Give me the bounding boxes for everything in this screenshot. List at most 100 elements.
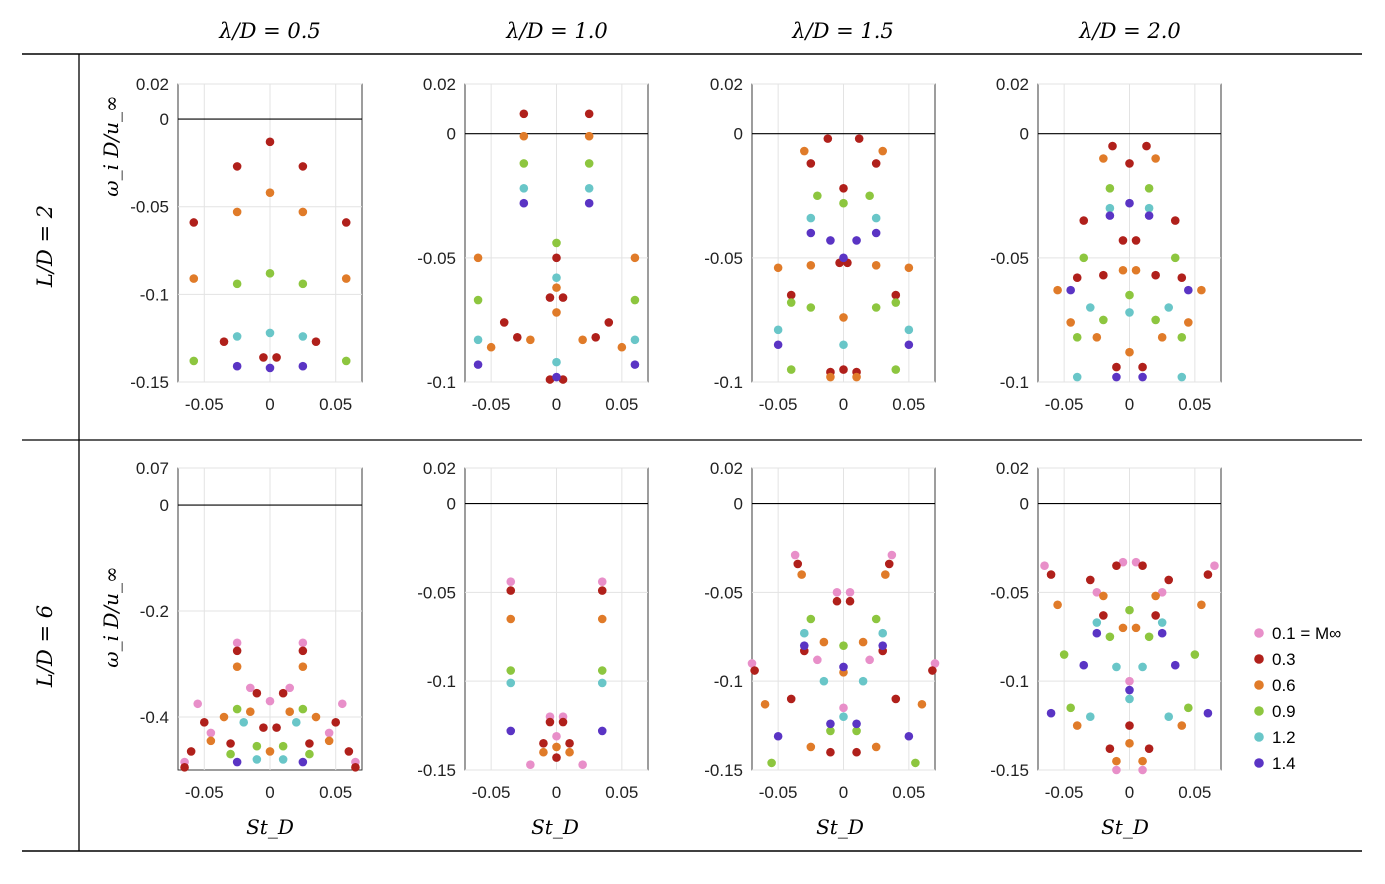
data-point xyxy=(884,559,894,569)
data-point xyxy=(526,335,535,345)
x-tick-label: 0.05 xyxy=(319,783,352,802)
data-point xyxy=(578,760,587,769)
data-point xyxy=(1177,333,1187,342)
data-point xyxy=(558,293,568,302)
data-point xyxy=(871,742,881,752)
data-point xyxy=(904,731,914,741)
series-1.4 xyxy=(1046,628,1213,718)
subplot-3: -0.05 0 0.05 0.02 0 -0.05 -0.1 xyxy=(990,75,1222,414)
legend-label: 1.4 xyxy=(1272,754,1296,773)
series-0.3 xyxy=(180,646,360,772)
data-point xyxy=(839,253,848,263)
y-tick-label: 0 xyxy=(447,125,456,144)
data-point xyxy=(232,704,242,714)
data-point xyxy=(259,723,268,732)
data-point xyxy=(298,757,308,767)
data-point xyxy=(232,207,242,217)
data-point xyxy=(337,699,347,709)
data-point xyxy=(252,741,262,751)
series-0.3 xyxy=(786,134,901,377)
data-point xyxy=(1085,575,1095,585)
data-point xyxy=(904,325,914,335)
data-point xyxy=(1079,660,1089,670)
series-1.2 xyxy=(239,718,301,764)
data-point xyxy=(245,707,255,717)
data-point xyxy=(797,570,806,579)
series-0.9 xyxy=(786,191,901,374)
data-point xyxy=(1157,618,1167,627)
data-point xyxy=(1085,712,1095,722)
data-point xyxy=(1203,708,1213,718)
series-1.4 xyxy=(232,361,308,373)
series-1.2 xyxy=(1072,203,1187,382)
data-point xyxy=(826,372,835,382)
y-tick-label: 0 xyxy=(160,110,169,129)
y-tick-label: -0.1 xyxy=(427,672,456,691)
data-point xyxy=(519,198,529,208)
data-point xyxy=(1072,333,1082,342)
data-point xyxy=(545,717,555,727)
data-point xyxy=(1164,575,1174,585)
data-point xyxy=(351,763,360,772)
data-point xyxy=(865,655,874,665)
data-point xyxy=(826,236,835,245)
data-point xyxy=(839,313,848,322)
data-point xyxy=(226,739,235,748)
data-point xyxy=(1197,600,1206,610)
data-point xyxy=(298,662,308,671)
x-tick-label: 0.05 xyxy=(319,395,352,414)
y-tick-label: 0.02 xyxy=(996,459,1029,478)
data-point xyxy=(199,718,209,727)
subplot-2: -0.05 0 0.05 0.02 0 -0.05 -0.1 xyxy=(704,75,936,414)
data-point xyxy=(1170,660,1180,670)
data-point xyxy=(839,712,848,722)
y-tick-label: -0.4 xyxy=(140,708,169,727)
data-point xyxy=(826,719,835,729)
series-0.1 = M∞ xyxy=(747,550,940,713)
data-point xyxy=(630,360,640,369)
data-point xyxy=(839,662,848,672)
data-point xyxy=(1157,333,1167,342)
y-tick-label: -0.1 xyxy=(714,373,743,392)
data-point xyxy=(506,726,516,736)
series-1.2 xyxy=(1085,618,1174,722)
y-tick-label: -0.1 xyxy=(427,373,456,392)
data-point xyxy=(519,184,529,193)
data-point xyxy=(1072,372,1082,382)
data-point xyxy=(806,742,816,752)
data-point xyxy=(786,290,796,300)
series-0.9 xyxy=(189,269,351,366)
data-point xyxy=(760,699,770,709)
data-point xyxy=(630,253,640,263)
data-point xyxy=(189,218,199,227)
data-point xyxy=(1105,203,1115,213)
data-point xyxy=(852,236,861,245)
data-point xyxy=(565,739,574,748)
data-point xyxy=(245,683,255,693)
data-point xyxy=(298,332,308,341)
data-point xyxy=(806,228,816,238)
data-point xyxy=(265,696,275,706)
data-point xyxy=(854,134,864,143)
data-point xyxy=(1092,618,1102,627)
data-point xyxy=(813,191,822,201)
data-point xyxy=(1046,708,1056,718)
data-point xyxy=(1099,611,1108,620)
x-tick-label: 0 xyxy=(265,395,274,414)
data-point xyxy=(852,726,861,736)
data-point xyxy=(298,279,308,289)
data-point xyxy=(1131,557,1141,567)
data-point xyxy=(252,688,262,698)
data-point xyxy=(806,213,816,223)
y-tick-label: -0.05 xyxy=(990,249,1029,268)
data-point xyxy=(858,637,868,647)
data-point xyxy=(1046,570,1056,579)
data-point xyxy=(180,763,189,772)
data-point xyxy=(1108,141,1117,151)
series-1.4 xyxy=(232,757,308,767)
data-point xyxy=(1053,285,1062,295)
data-point xyxy=(1125,739,1134,748)
data-point xyxy=(1125,605,1134,615)
legend-marker xyxy=(1254,628,1264,638)
data-point xyxy=(1066,285,1075,295)
